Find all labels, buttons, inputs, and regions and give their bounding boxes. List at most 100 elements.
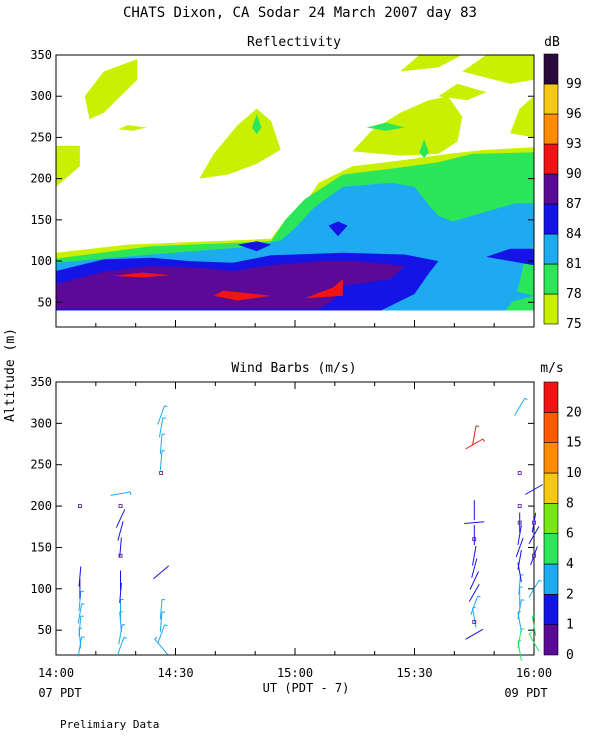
calm-marker-0 [78, 504, 82, 508]
wind-barb-3-10 [465, 438, 484, 450]
wind-colorbar-label-2: 2 [566, 587, 574, 602]
figure-title: CHATS Dixon, CA Sodar 24 March 2007 day … [123, 5, 477, 21]
refl-colorbar-label-93: 93 [566, 137, 582, 152]
wind-barb-1-2 [119, 611, 122, 632]
wind-barb-flag-2-1 [164, 624, 168, 627]
wind-colorbar-cell-20 [543, 381, 559, 413]
calm-marker-5 [472, 620, 477, 624]
refl-colorbar-cell-90 [543, 143, 559, 175]
wind-barb-flag-3-11 [475, 425, 479, 427]
wind-barb-0-4 [78, 591, 82, 612]
calm-marker-10 [532, 553, 536, 558]
wind-barb-flag-1-9 [129, 491, 132, 495]
x-sub-label-left: 07 PDT [38, 686, 81, 700]
refl-ytick-label-50: 50 [38, 295, 52, 309]
wind-barbs [77, 397, 543, 661]
wind-barb-3-11 [472, 425, 477, 446]
wind-barb-3-8 [464, 521, 485, 524]
wind-ytick-label-350: 350 [30, 375, 52, 389]
refl-ytick-label-300: 300 [30, 89, 52, 103]
refl-colorbar-cell-78 [543, 263, 559, 295]
wind-barb-5-1 [531, 616, 537, 636]
wind-barb-4-7 [517, 549, 522, 570]
refl-colorbar-label-78: 78 [566, 287, 582, 302]
calm-marker-6 [517, 471, 522, 475]
wind-ytick-label-100: 100 [30, 582, 52, 596]
refl-ytick-label-150: 150 [30, 213, 52, 227]
wind-barb-flag-3-10 [482, 438, 485, 442]
wind-barb-flag-4-11 [524, 397, 528, 401]
refl-colorbar-cell-81 [543, 233, 559, 265]
contour-90db-1 [213, 290, 272, 301]
wind-barb-5-6 [525, 484, 543, 495]
wind-colorbar-label-0: 0 [566, 648, 574, 663]
contour-75db-2 [84, 59, 138, 120]
wind-barb-1-1 [118, 624, 123, 645]
contour-90db-2 [304, 279, 343, 299]
wind-barb-flag-4-1 [521, 628, 525, 630]
wind-ytick-label-250: 250 [30, 458, 52, 472]
wind-colorbar-cell-0 [543, 624, 559, 656]
contour-84db-1 [237, 241, 272, 252]
contour-84db-3 [486, 248, 534, 266]
wind-barb-3-1 [472, 607, 477, 628]
wind-barb-5-5 [531, 512, 537, 533]
wind-colorbar-label-1: 1 [566, 618, 574, 633]
refl-colorbar-label-81: 81 [566, 257, 582, 272]
refl-colorbar-label-87: 87 [566, 197, 582, 212]
wind-barb-flag-2-7 [162, 417, 166, 419]
wind-barb-4-9 [517, 525, 522, 545]
wind-barb-flag-5-2 [538, 579, 542, 583]
wind-barb-flag-3-2 [477, 595, 481, 598]
refl-colorbar-label-99: 99 [566, 77, 582, 92]
wind-barb-2-5 [159, 450, 163, 471]
wind-barb-1-9 [110, 491, 131, 496]
refl-colorbar-cell-87 [543, 173, 559, 205]
wind-colorbar-label-4: 4 [566, 557, 574, 572]
contour-78db-3 [419, 139, 429, 158]
wind-xtick-label-4: 16:00 [516, 666, 552, 680]
refl-colorbar-label-96: 96 [566, 107, 582, 122]
wind-barb-2-1 [157, 624, 166, 644]
refl-ytick-label-100: 100 [30, 254, 52, 268]
reflectivity-colorbar-unit: dB [544, 35, 560, 50]
wind-barb-0-0 [77, 636, 83, 657]
wind-colorbar-label-10: 10 [566, 466, 582, 481]
wind-colorbar-cell-4 [543, 533, 559, 565]
wind-barb-1-8 [115, 509, 126, 528]
wind-colorbar-unit: m/s [540, 361, 563, 376]
wind-barb-flag-2-0 [154, 636, 158, 640]
wind-barb-3-4 [469, 571, 479, 590]
wind-colorbar-cell-6 [543, 503, 559, 534]
refl-ytick-label-200: 200 [30, 172, 52, 186]
wind-barb-flag-0-3 [81, 603, 85, 605]
wind-barb-2-3 [159, 599, 163, 620]
wind-barb-3-2 [470, 595, 479, 615]
wind-colorbar-cell-15 [543, 412, 559, 443]
reflectivity-y-axis: 50 100 150 200 250 300 350 [30, 48, 534, 309]
calm-marker-1 [118, 504, 123, 508]
refl-ytick-label-350: 350 [30, 48, 52, 62]
wind-x-axis: 14:00 14:30 15:00 15:30 16:00 [38, 382, 552, 680]
contour-75db-8 [510, 96, 534, 138]
wind-xtick-label-1: 14:30 [157, 666, 193, 680]
calm-marker-2 [118, 553, 123, 558]
wind-barb-0-2 [78, 616, 82, 637]
wind-colorbar-label-8: 8 [566, 496, 574, 511]
contour-84db-2 [328, 221, 348, 237]
wind-barb-1-0 [116, 637, 125, 657]
wind-barb-flag-2-8 [164, 405, 168, 408]
wind-barb-3-0 [465, 628, 484, 640]
refl-colorbar-cell-93 [543, 113, 559, 145]
wind-ytick-label-200: 200 [30, 499, 52, 513]
wind-colorbar-label-20: 20 [566, 405, 582, 420]
wind-barb-4-11 [514, 397, 526, 416]
wind-colorbar-cell-8 [543, 472, 559, 504]
wind-colorbar-cell-10 [543, 442, 559, 474]
contour-78db-1 [252, 114, 262, 135]
wind-barb-5-0 [528, 633, 540, 652]
reflectivity-colorbar: 75 78 81 84 87 90 93 96 99 [543, 53, 582, 332]
wind-barb-4-8 [515, 537, 524, 558]
wind-barb-flag-0-0 [81, 636, 85, 638]
